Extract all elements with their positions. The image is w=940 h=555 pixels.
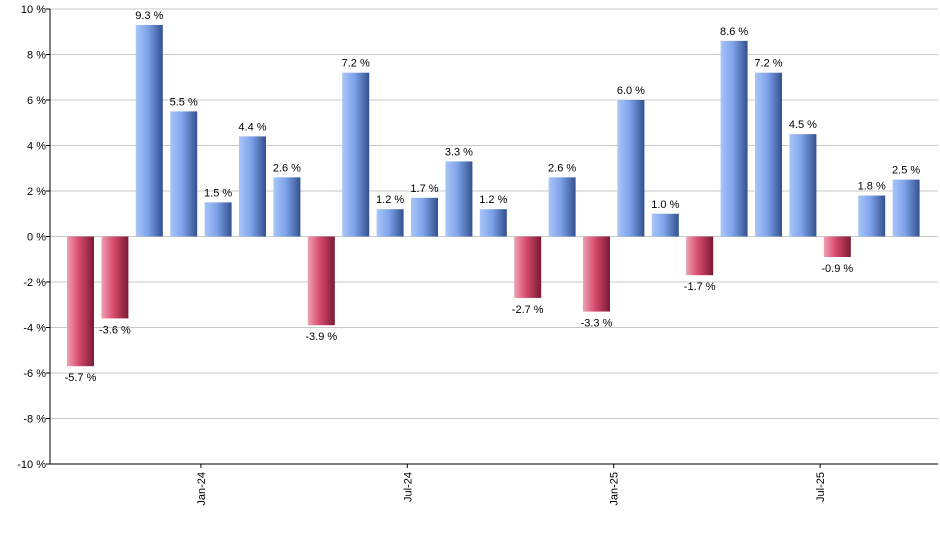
y-tick-label: -6 % [23, 368, 46, 380]
y-tick-label: 10 % [21, 4, 46, 16]
y-tick-label: -2 % [23, 277, 46, 289]
y-tick-label: -10 % [17, 459, 46, 471]
data-label: -2.7 % [512, 304, 544, 316]
data-label: -1.7 % [684, 281, 716, 293]
bar [892, 179, 920, 237]
bar [617, 100, 645, 237]
data-label: 1.2 % [479, 194, 507, 206]
y-tick-label: 0 % [27, 232, 46, 244]
bar [479, 209, 507, 237]
data-label: 1.8 % [858, 181, 886, 193]
y-tick-label: 6 % [27, 95, 46, 107]
data-label: 1.7 % [410, 183, 438, 195]
data-label: 5.5 % [170, 96, 198, 108]
data-label: -0.9 % [821, 263, 853, 275]
data-label: 7.2 % [342, 58, 370, 70]
bar [376, 209, 404, 237]
data-label: 4.4 % [238, 121, 266, 133]
bar [67, 236, 94, 367]
y-tick-label: 4 % [27, 141, 46, 153]
y-tick-label: -8 % [23, 414, 46, 426]
data-label: -3.3 % [581, 318, 613, 330]
data-label: 8.6 % [720, 26, 748, 38]
x-tick-label: Jul-25 [815, 472, 827, 502]
bar [651, 213, 679, 237]
data-label: 3.3 % [445, 146, 473, 158]
bar [273, 177, 301, 237]
axes [46, 8, 938, 468]
bar [548, 177, 576, 237]
bar [101, 236, 129, 319]
y-tick-label: -4 % [23, 323, 46, 335]
x-tick-label: Jul-24 [402, 472, 414, 502]
x-tick-label: Jan-25 [609, 472, 621, 506]
bar [204, 202, 232, 237]
bar [135, 24, 163, 237]
x-axis-tick-labels: Jan-24 Jul-24 Jan-25 Jul-25 [196, 472, 827, 506]
bar [789, 134, 817, 237]
data-label: 6.0 % [617, 85, 645, 97]
data-label: 7.2 % [754, 58, 782, 70]
bar [514, 236, 542, 298]
data-labels: -5.7 % -3.6 % 9.3 % 5.5 % 1.5 % 4.4 % 2.6 % -3.… [65, 10, 921, 384]
y-axis-tick-labels: -10 % -8 % -6 % -4 % -2 % 0 % 2 % 4 % 6 % 8 % 10 % [17, 4, 46, 471]
data-label: 1.5 % [204, 187, 232, 199]
y-tick-label: 8 % [27, 50, 46, 62]
data-label: 9.3 % [135, 10, 163, 22]
bar [445, 161, 473, 237]
data-label: 4.5 % [789, 119, 817, 131]
y-tick-label: 2 % [27, 186, 46, 198]
bar [686, 236, 714, 276]
bar [411, 197, 438, 237]
data-label: -5.7 % [65, 372, 97, 384]
data-label: 1.0 % [651, 199, 679, 211]
bar [858, 195, 886, 237]
data-label: -3.6 % [99, 324, 131, 336]
data-label: -3.9 % [305, 331, 337, 343]
bars [67, 24, 920, 367]
bar [239, 136, 266, 237]
bar [583, 236, 610, 312]
data-label: 2.6 % [273, 162, 301, 174]
bar [755, 72, 782, 237]
data-label: 2.6 % [548, 162, 576, 174]
data-label: 1.2 % [376, 194, 404, 206]
bar [823, 236, 851, 257]
bar [720, 40, 748, 237]
bar [307, 236, 335, 326]
bar [342, 72, 370, 237]
x-tick-label: Jan-24 [196, 472, 208, 506]
data-label: 2.5 % [892, 165, 920, 177]
bar [170, 111, 198, 237]
